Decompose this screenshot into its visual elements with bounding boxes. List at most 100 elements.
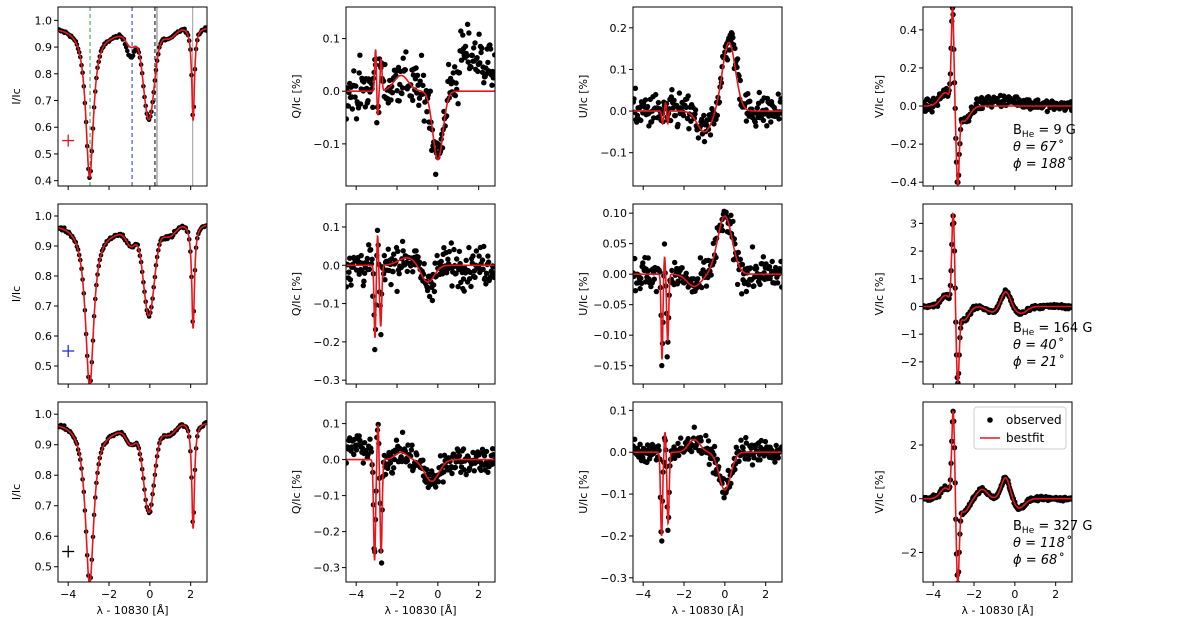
observed-point xyxy=(989,104,995,110)
observed-point xyxy=(722,191,727,196)
observed-point xyxy=(642,97,649,103)
observed-point xyxy=(433,484,439,490)
y-tick-label: 0.4 xyxy=(900,24,918,37)
observed-point xyxy=(87,583,92,588)
x-tick-label: 2 xyxy=(187,588,194,601)
x-tick-label: −4 xyxy=(635,588,651,601)
observed-point xyxy=(357,52,363,58)
observed-point xyxy=(775,455,781,461)
observed-point xyxy=(699,284,705,291)
observed-point xyxy=(659,362,665,369)
y-axis-label: U/Ic [%] xyxy=(577,75,590,119)
observed-point xyxy=(396,98,402,104)
observed-point xyxy=(633,85,639,91)
observed-point xyxy=(368,80,375,87)
observed-point xyxy=(368,449,375,455)
axes-frame xyxy=(632,401,783,583)
observed-point xyxy=(707,132,714,138)
observed-point xyxy=(408,93,415,99)
observed-point xyxy=(485,253,491,259)
observed-point xyxy=(458,28,464,34)
observed-point xyxy=(737,77,743,84)
field-strength-value: = 164 G xyxy=(1034,321,1092,336)
observed-point xyxy=(399,90,405,97)
y-axis-label: Q/Ic [%] xyxy=(290,470,303,514)
observed-point xyxy=(487,46,494,52)
observed-point xyxy=(483,281,489,287)
y-tick-label: 0 xyxy=(910,300,917,313)
observed-point xyxy=(487,42,493,48)
observed-point xyxy=(360,460,366,466)
observed-point xyxy=(754,105,760,111)
observed-point xyxy=(351,451,357,458)
observed-point xyxy=(356,433,362,439)
observed-point xyxy=(476,253,482,259)
observed-point xyxy=(356,70,362,76)
axes-frame xyxy=(345,6,496,187)
y-axis-label: V/Ic [%] xyxy=(873,470,886,513)
observed-point xyxy=(471,468,477,474)
observed-point xyxy=(633,96,637,102)
observed-point xyxy=(463,257,469,263)
observed-point xyxy=(758,437,764,444)
observed-point xyxy=(637,441,643,447)
observed-point xyxy=(453,270,459,276)
observed-point xyxy=(472,274,478,280)
observed-point xyxy=(1035,97,1041,103)
observed-point xyxy=(387,460,394,466)
axes-frame xyxy=(57,6,208,187)
observed-point xyxy=(679,265,685,271)
panel-row2-Q: −0.3 −0.2 −0.1 0.0 0.1 Q/Ic [%] xyxy=(290,203,496,388)
y-tick-label: −2 xyxy=(901,356,917,369)
observed-point xyxy=(367,436,373,442)
observed-point xyxy=(751,455,757,461)
observed-point xyxy=(450,70,456,76)
observed-point xyxy=(757,281,763,288)
observed-point xyxy=(395,248,401,254)
observed-point xyxy=(768,119,774,125)
observed-point xyxy=(675,440,681,447)
observed-point xyxy=(490,452,495,458)
y-axis-label: U/Ic [%] xyxy=(577,470,590,514)
observed-point xyxy=(432,260,438,266)
y-tick-label: 0.05 xyxy=(603,238,628,251)
y-tick-label: 1.0 xyxy=(35,210,53,223)
observed-point xyxy=(404,458,410,464)
observed-point xyxy=(766,264,773,270)
observed-point xyxy=(633,288,639,294)
observed-point xyxy=(455,283,461,290)
observed-point xyxy=(479,257,486,263)
y-tick-label: 3 xyxy=(910,217,917,230)
observed-point xyxy=(491,274,495,281)
observed-point xyxy=(409,442,415,448)
observed-point xyxy=(405,442,411,448)
observed-point xyxy=(701,112,707,119)
observed-point xyxy=(745,91,751,97)
position-marker xyxy=(62,345,75,357)
observed-point xyxy=(633,436,638,442)
y-tick-label: −0.4 xyxy=(890,176,917,189)
observed-point xyxy=(461,467,467,473)
observed-point xyxy=(125,48,130,54)
observed-point xyxy=(740,445,746,451)
observed-point xyxy=(456,452,463,459)
observed-point xyxy=(777,267,782,274)
observed-point xyxy=(760,117,767,124)
inclination-label: θ = 67˚ xyxy=(1013,139,1064,155)
observed-point xyxy=(764,123,770,129)
field-strength-label: BHe = 327 G xyxy=(1013,519,1092,536)
y-tick-label: 0.8 xyxy=(35,270,53,283)
observed-point xyxy=(710,240,716,247)
observed-point xyxy=(478,467,484,474)
observed-point xyxy=(466,465,473,471)
observed-point xyxy=(481,453,488,459)
observed-point xyxy=(1069,107,1072,114)
bestfit-line xyxy=(58,27,207,179)
observed-point xyxy=(399,85,406,91)
observed-point xyxy=(736,458,742,464)
observed-point xyxy=(775,91,781,97)
observed-point xyxy=(431,288,438,295)
y-tick-label: 0.6 xyxy=(35,121,53,134)
observed-point xyxy=(492,52,495,58)
observed-point xyxy=(408,447,415,453)
